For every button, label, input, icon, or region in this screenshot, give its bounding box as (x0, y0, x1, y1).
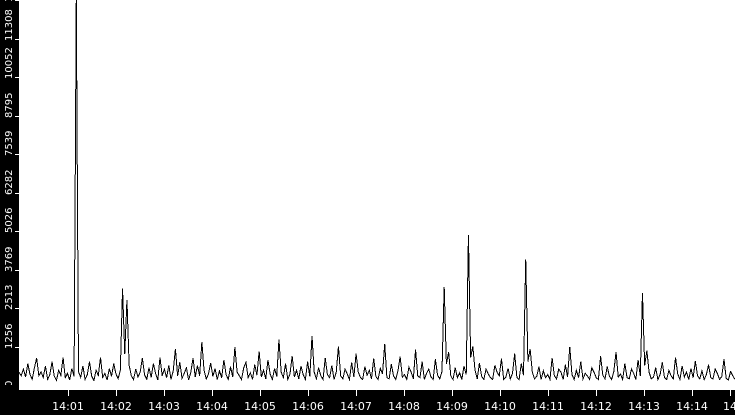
x-tick-mark (548, 390, 549, 396)
series-line (19, 0, 735, 382)
x-tick-mark (116, 390, 117, 396)
x-tick-label: 14:13 (628, 400, 660, 413)
x-tick-label: 14:12 (580, 400, 612, 413)
x-tick-label: 14:06 (292, 400, 324, 413)
x-tick-label: 14:08 (388, 400, 420, 413)
x-tick-mark (730, 390, 731, 396)
y-tick-mark (15, 193, 19, 194)
x-tick-label: 14:11 (532, 400, 564, 413)
x-tick-mark (644, 390, 645, 396)
x-tick-mark (308, 390, 309, 396)
x-tick-mark (68, 390, 69, 396)
x-tick-mark (212, 390, 213, 396)
x-tick-mark (260, 390, 261, 396)
x-tick-mark (404, 390, 405, 396)
x-tick-label: 14:09 (436, 400, 468, 413)
y-tick-mark (15, 77, 19, 78)
x-tick-label: 14:05 (244, 400, 276, 413)
y-tick-mark (15, 0, 19, 1)
x-tick-label: 14:10 (484, 400, 516, 413)
y-tick-mark (15, 231, 19, 232)
y-tick-label: 11308 (4, 8, 15, 41)
y-tick-mark (15, 308, 19, 309)
x-tick-mark (692, 390, 693, 396)
x-tick-mark (356, 390, 357, 396)
y-tick-mark (15, 39, 19, 40)
x-tick-label: 14:04 (196, 400, 228, 413)
x-tick-label: 14:02 (100, 400, 132, 413)
y-axis: 0125625133769502662827539879510052113081… (0, 0, 19, 390)
y-tick-mark (15, 347, 19, 348)
plot-canvas (19, 0, 735, 382)
origin-corner-marker (0, 385, 19, 390)
x-tick-mark (500, 390, 501, 396)
x-tick-label: 14:07 (340, 400, 372, 413)
x-tick-mark (452, 390, 453, 396)
y-tick-label: 12565 (4, 0, 15, 2)
x-tick-mark (596, 390, 597, 396)
x-tick-label: 14:14 (676, 400, 708, 413)
x-tick-label: 14 (723, 400, 735, 413)
x-axis: 14:01 14:02 14:03 14:04 14:05 14:06 14:07 14:08… (0, 390, 735, 415)
plot-area (19, 0, 735, 390)
y-tick-mark (15, 154, 19, 155)
x-tick-mark (164, 390, 165, 396)
x-tick-label: 14:01 (52, 400, 84, 413)
x-tick-label: 14:03 (148, 400, 180, 413)
y-tick-mark (15, 270, 19, 271)
y-tick-mark (15, 116, 19, 117)
